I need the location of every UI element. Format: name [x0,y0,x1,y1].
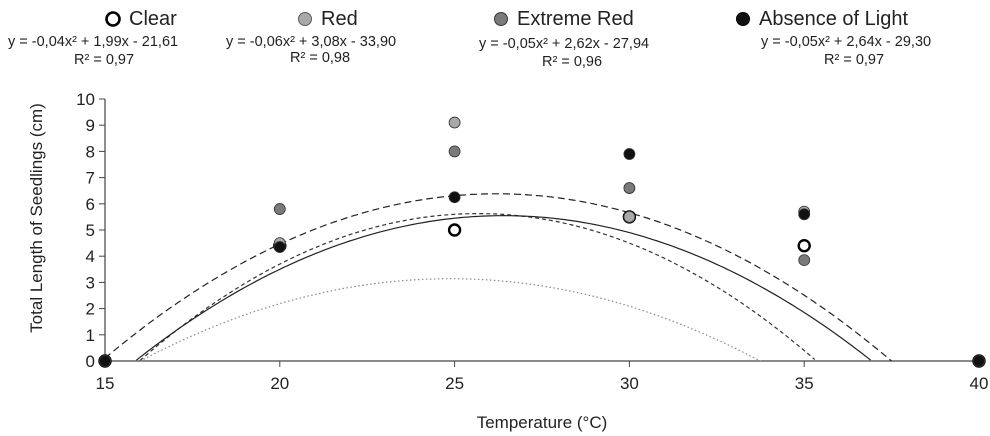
data-point-extreme-red [448,145,461,158]
data-point-absence-of-light [273,241,286,253]
legend-item-extreme-red: Extreme Red [492,6,634,32]
tick-labels: 0 1 2 3 4 5 6 7 8 9 10 15 20 25 30 35 40 [76,90,988,393]
open-circle-marker-icon [105,11,121,27]
equation-red: y = -0,06x² + 3,08x - 33,90 [226,34,397,50]
equation-extreme-red: y = -0,05x² + 2,62x - 27,94 [479,36,650,52]
equation-clear: y = -0,04x² + 1,99x - 21,61 [8,34,179,50]
data-point-extreme-red [273,203,286,215]
data-point-extreme-red [623,182,636,194]
y-tick-label: 6 [86,195,95,214]
legend-item-red: Red [296,6,358,32]
data-point-absence-of-light [99,355,111,367]
data-point-clear [797,239,811,253]
data-point-red [623,210,636,223]
data-points [98,116,986,368]
x-tick-label: 15 [96,374,115,393]
data-point-absence-of-light [798,208,811,221]
legend-label-red: Red [321,7,358,30]
data-point-clear [447,223,462,237]
y-tick-label: 9 [86,116,95,135]
x-tick-label: 20 [270,374,289,393]
y-tick-label: 5 [86,221,95,240]
light-gray-circle-marker-icon [298,12,312,26]
fit-curve-absence-of-light [136,214,871,361]
fit-curve-extreme-red [104,193,892,362]
x-tick-label: 30 [620,374,639,393]
legend-label-extreme-red: Extreme Red [517,7,634,30]
y-tick-label: 1 [86,326,95,345]
x-axis-title: Temperature (°C) [477,413,608,432]
gray-circle-marker-icon [494,12,508,26]
axes [99,98,980,367]
data-point-absence-of-light [973,355,985,367]
y-axis-title: Total Length of Seedlings (cm) [27,103,46,333]
y-tick-label: 7 [86,169,95,188]
fit-curve-red [139,213,816,361]
y-tick-label: 3 [86,273,95,292]
data-point-absence-of-light [448,191,461,204]
y-tick-label: 10 [76,90,95,109]
y-tick-label: 4 [86,247,95,266]
legend-label-absence-of-light: Absence of Light [759,7,908,30]
data-point-red [448,116,461,129]
r2-clear: R² = 0,97 [74,52,135,68]
r2-red: R² = 0,98 [290,50,351,66]
equation-absence-of-light: y = -0,05x² + 2,64x - 29,30 [761,34,932,50]
fit-curves [104,193,892,363]
r2-extreme-red: R² = 0,96 [542,54,603,70]
data-point-absence-of-light [623,148,636,160]
data-point-extreme-red [798,254,811,267]
legend-label-clear: Clear [129,7,177,30]
x-tick-label: 40 [970,374,989,393]
r2-absence-of-light: R² = 0,97 [824,52,885,68]
x-tick-label: 25 [445,374,464,393]
x-tick-label: 35 [795,374,814,393]
y-tick-label: 2 [86,300,95,319]
fit-curve-clear [139,278,763,363]
black-circle-marker-icon [736,12,750,26]
legend-item-clear: Clear [104,6,177,32]
y-tick-label: 0 [86,352,95,371]
legend-item-absence-of-light: Absence of Light [734,6,908,32]
y-tick-label: 8 [86,142,95,161]
